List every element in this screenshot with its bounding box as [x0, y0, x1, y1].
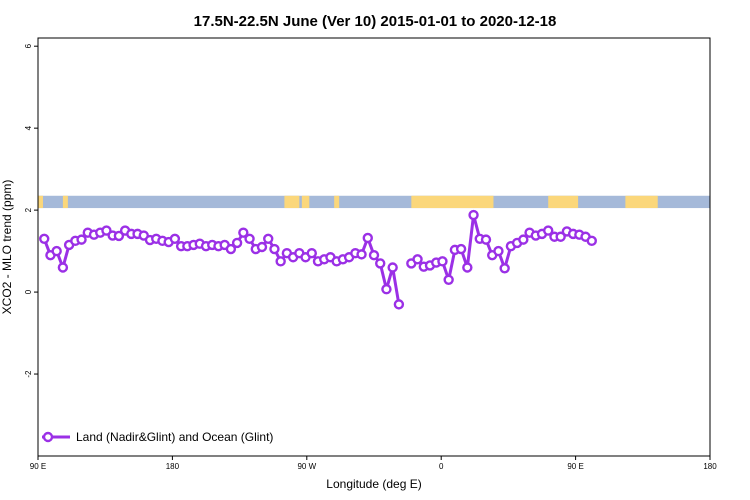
land-ocean-band	[38, 195, 710, 209]
legend-entry-0: Land (Nadir&Glint) and Ocean (Glint)	[76, 430, 273, 444]
y-tick-label-1: 0	[24, 289, 33, 294]
legend: Land (Nadir&Glint) and Ocean (Glint)	[42, 430, 273, 444]
y-tick-label-4: 6	[24, 43, 33, 48]
series-0-point-0	[39, 233, 50, 245]
series-0-point-30	[225, 243, 237, 255]
land-segment-7	[625, 195, 658, 209]
x-tick-label-1: 180	[166, 462, 180, 471]
land-segment-6	[548, 195, 579, 209]
series-0-point-60	[412, 254, 423, 265]
land-segment-4	[334, 195, 340, 209]
series-0-point-2	[51, 245, 62, 257]
x-tick-label-5: 180	[703, 462, 717, 471]
series-0-point-31	[231, 237, 243, 249]
x-tick-label-0: 90 E	[30, 462, 46, 471]
ocean-band	[38, 195, 710, 209]
series-1-point-0	[480, 234, 492, 245]
series-0-point-21	[169, 233, 181, 245]
series-0-point-43	[306, 247, 317, 259]
series-0-point-57	[393, 299, 405, 310]
series-0-point-55	[381, 284, 392, 295]
series-0-point-56	[387, 262, 398, 273]
series-0-point-64	[437, 256, 448, 267]
x-tick-label-4: 90 E	[567, 462, 583, 471]
series-0-point-32	[238, 227, 249, 238]
series-1-point-3	[499, 263, 510, 274]
series-0-point-53	[368, 249, 380, 261]
series-0-point-52	[362, 232, 373, 244]
series-1-point-6	[518, 234, 529, 245]
series-0-point-12	[113, 230, 125, 242]
series-0-point-68	[462, 262, 473, 273]
land-segment-3	[301, 195, 310, 209]
x-axis: 90 E 180 90 W 0 90 E 180	[30, 456, 717, 471]
y-axis: -2 0 2 4 6	[24, 43, 38, 378]
x-axis-label: Longitude (deg E)	[326, 477, 421, 491]
y-tick-label-0: -2	[24, 370, 33, 378]
series-1-point-12	[555, 231, 566, 242]
series-layer	[39, 209, 597, 310]
series-0-point-33	[244, 233, 255, 245]
land-segment-0	[38, 195, 43, 209]
land-segment-2	[284, 195, 300, 209]
series-0-point-54	[375, 258, 386, 269]
plot-frame	[37, 37, 711, 457]
series-0-point-36	[263, 233, 274, 245]
series-1-point-2	[493, 245, 504, 257]
series-0-point-38	[275, 256, 286, 267]
land-segment-5	[411, 195, 494, 209]
legend-marker	[42, 431, 54, 443]
series-0-point-37	[269, 243, 280, 255]
series-0-point-67	[455, 243, 467, 255]
x-tick-label-3: 0	[439, 462, 444, 471]
chart-title: 17.5N-22.5N June (Ver 10) 2015-01-01 to …	[194, 13, 557, 30]
series-1-point-10	[543, 225, 554, 236]
land-segment-1	[62, 195, 68, 209]
series-0-point-3	[57, 262, 69, 273]
x-tick-label-2: 90 W	[297, 462, 316, 471]
series-0-point-65	[443, 274, 454, 285]
y-tick-label-2: 2	[24, 207, 33, 212]
series-0-point-51	[356, 249, 367, 260]
y-axis-label: XCO2 - MLO trend (ppm)	[0, 180, 14, 315]
series-0-point-6	[76, 234, 87, 245]
series-0-point-35	[256, 241, 268, 253]
y-tick-label-3: 4	[24, 125, 33, 130]
series-0-point-69	[468, 209, 479, 221]
series-1-point-17	[586, 235, 597, 247]
